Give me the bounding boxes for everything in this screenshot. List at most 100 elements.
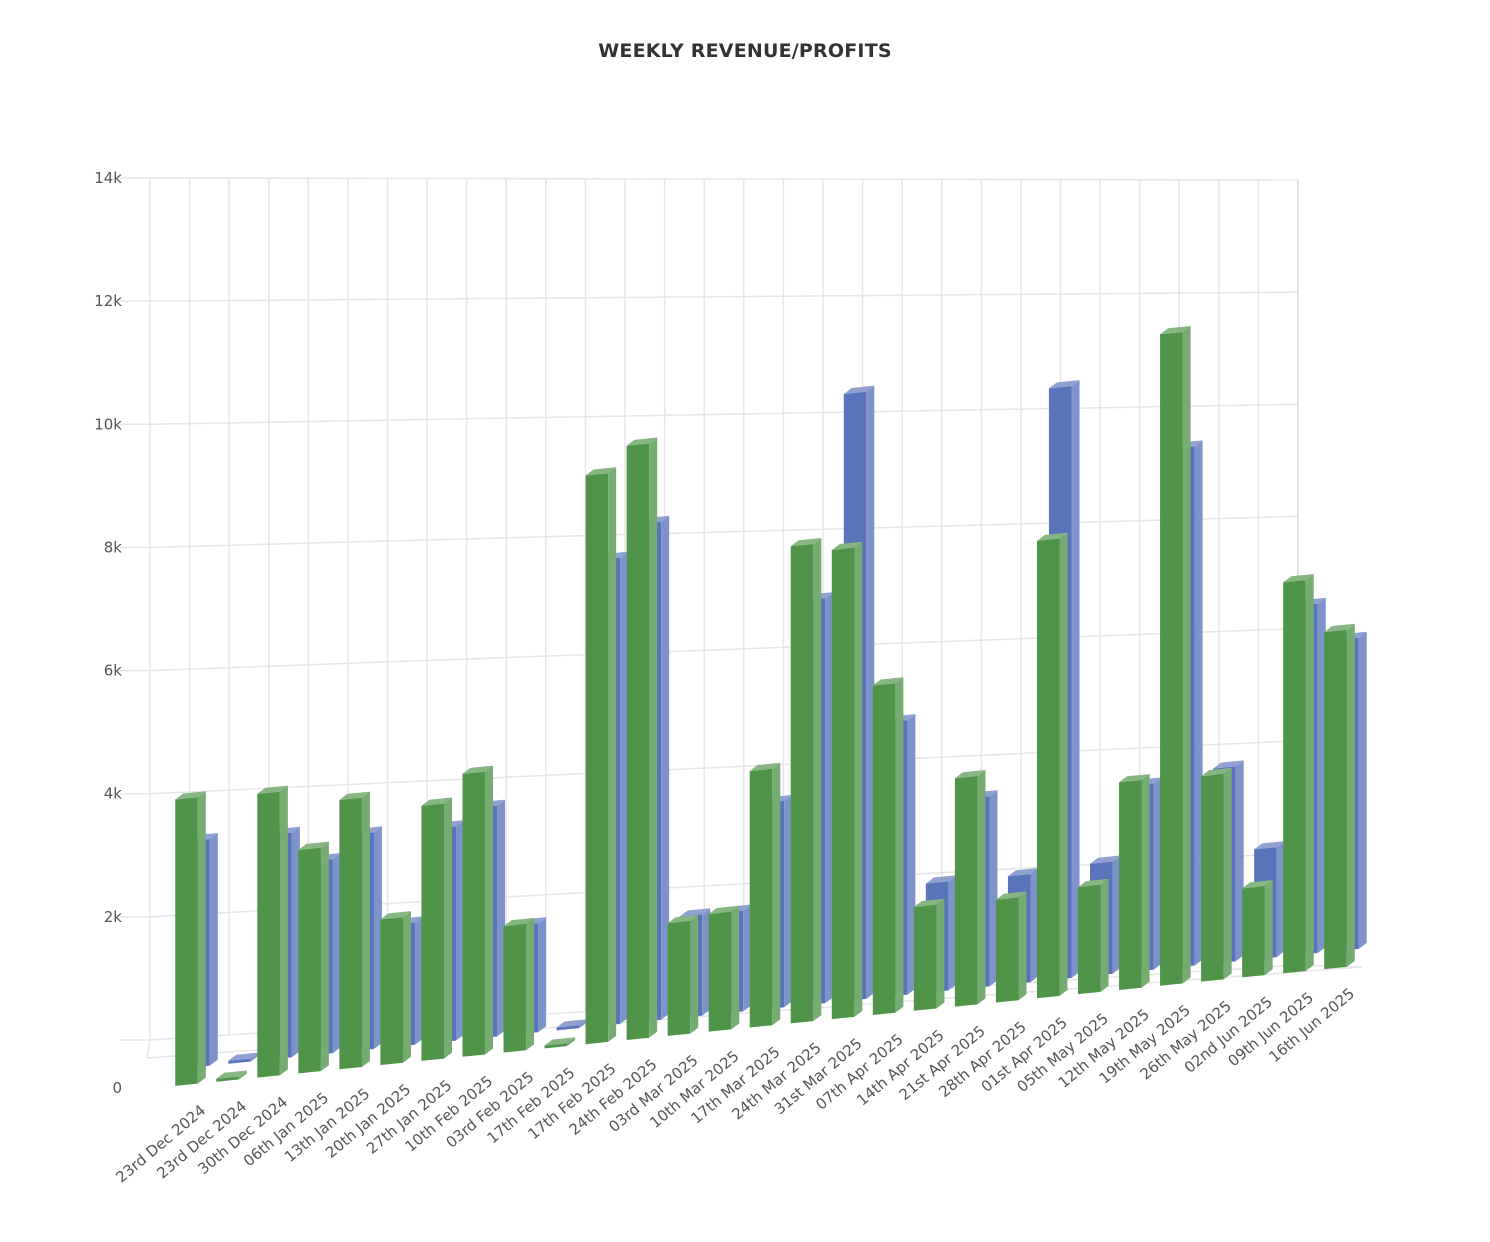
bar-side-face <box>743 904 752 1012</box>
bar-side-face <box>1071 380 1080 979</box>
bar-side-face <box>291 826 300 1058</box>
bar-side-face <box>320 841 329 1072</box>
bar-top-face <box>872 677 904 686</box>
bar <box>298 841 329 1074</box>
bar-front-face <box>556 1025 580 1031</box>
bar-side-face <box>538 917 547 1033</box>
bar-side-face <box>936 898 945 1009</box>
bar-front-face <box>1077 884 1101 995</box>
bar-top-face <box>585 467 617 476</box>
bar <box>503 917 535 1053</box>
bar-side-face <box>444 797 453 1059</box>
bar-top-face <box>175 791 206 800</box>
bar-top-face <box>925 875 957 884</box>
bar-side-face <box>1194 440 1203 966</box>
bar <box>421 797 453 1061</box>
bar-side-face <box>1264 880 1273 976</box>
bar <box>257 785 288 1078</box>
bar-top-face <box>1089 855 1121 864</box>
y-tick-label: 10k <box>94 415 122 433</box>
bar <box>1201 767 1232 982</box>
bar <box>749 762 781 1028</box>
bar-front-face <box>954 776 978 1007</box>
bar-side-face <box>854 541 863 1017</box>
bar-side-face <box>731 905 740 1030</box>
bar-top-face <box>1213 760 1244 769</box>
bar <box>954 770 986 1007</box>
bar <box>667 914 699 1036</box>
bar-front-face <box>1283 579 1306 974</box>
bar <box>708 905 740 1032</box>
bar-top-face <box>913 898 945 907</box>
bar-front-face <box>1324 629 1347 970</box>
bar-top-face <box>380 911 411 920</box>
bar-top-face <box>421 797 453 806</box>
bar-side-face <box>702 908 711 1016</box>
bar-side-face <box>690 914 699 1034</box>
bar-front-face <box>995 897 1019 1003</box>
bar-side-face <box>279 785 288 1076</box>
bar-top-face <box>228 1052 259 1061</box>
bar-side-face <box>332 853 341 1054</box>
bar-side-face <box>373 826 382 1049</box>
bar <box>216 1070 247 1082</box>
bar-side-face <box>784 794 793 1008</box>
grid-line-horizontal <box>149 291 1299 302</box>
bar-side-face <box>895 677 904 1013</box>
bar-side-face <box>1276 841 1285 958</box>
bar-front-face <box>298 847 321 1074</box>
bar-side-face <box>1100 878 1109 992</box>
bar-top-face <box>790 537 822 547</box>
bar-top-face <box>1077 878 1109 888</box>
bar <box>1119 774 1150 990</box>
bar <box>462 765 494 1057</box>
bar-top-face <box>667 914 699 924</box>
y-tick-label: 12k <box>94 292 122 310</box>
bar-side-face <box>567 1037 576 1047</box>
bar <box>626 437 658 1041</box>
grid-line-horizontal <box>149 403 1299 426</box>
bar-side-face <box>402 911 411 1063</box>
bar-front-face <box>708 911 732 1032</box>
bar-front-face <box>421 803 445 1061</box>
bar-side-face <box>1030 868 1039 983</box>
bar-top-face <box>708 905 740 914</box>
bar <box>1036 532 1068 999</box>
bar <box>556 1019 588 1031</box>
bar-front-face <box>503 923 527 1053</box>
bar-side-face <box>1305 573 1314 972</box>
bar <box>544 1037 576 1049</box>
bar-side-face <box>1153 777 1162 970</box>
bar-side-face <box>620 551 629 1024</box>
bar-top-face <box>1160 325 1191 335</box>
bar-top-face <box>626 437 658 446</box>
bar-front-face <box>228 1058 251 1064</box>
bar-front-face <box>872 683 896 1015</box>
bar-top-face <box>1324 623 1355 633</box>
bar-front-face <box>175 797 198 1086</box>
bar-front-face <box>544 1043 568 1049</box>
bar-front-face <box>585 473 609 1045</box>
bar-front-face <box>380 917 403 1066</box>
bar-side-face <box>1141 774 1150 988</box>
bar-top-face <box>1119 774 1150 783</box>
bar-side-face <box>456 820 465 1041</box>
bar-side-face <box>250 1052 259 1062</box>
bar-front-face <box>790 543 814 1024</box>
y-axis: 0 2k 4k 6k 8k 10k 12k 14k <box>94 169 122 1097</box>
bar-top-face <box>462 765 494 774</box>
bar-front-face <box>257 791 280 1078</box>
bar-side-face <box>414 916 423 1045</box>
bar <box>913 898 945 1011</box>
bar-top-face <box>1283 573 1314 583</box>
bar-side-face <box>1346 623 1355 967</box>
chart-title: WEEKLY REVENUE/PROFITS <box>598 40 892 62</box>
bar-front-face <box>913 904 937 1011</box>
bar-top-face <box>216 1070 247 1079</box>
bar <box>175 791 206 1086</box>
bar-side-face <box>1317 597 1326 954</box>
bar-front-face <box>339 797 362 1070</box>
bar-front-face <box>1160 331 1183 986</box>
grid-line-horizontal <box>149 177 1299 181</box>
bar-front-face <box>1201 773 1224 982</box>
